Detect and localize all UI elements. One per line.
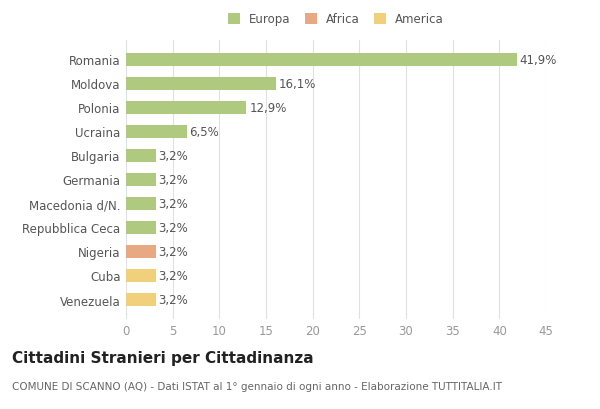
Bar xyxy=(126,126,187,139)
Text: 6,5%: 6,5% xyxy=(190,126,219,139)
Bar xyxy=(126,269,156,282)
Text: 3,2%: 3,2% xyxy=(158,150,188,162)
Text: 3,2%: 3,2% xyxy=(158,173,188,187)
Text: Cittadini Stranieri per Cittadinanza: Cittadini Stranieri per Cittadinanza xyxy=(12,350,314,365)
Bar xyxy=(126,54,517,67)
Text: 3,2%: 3,2% xyxy=(158,293,188,306)
Bar xyxy=(126,173,156,187)
Text: 3,2%: 3,2% xyxy=(158,245,188,258)
Legend: Europa, Africa, America: Europa, Africa, America xyxy=(228,13,444,27)
Text: 3,2%: 3,2% xyxy=(158,198,188,210)
Bar xyxy=(126,197,156,211)
Text: 41,9%: 41,9% xyxy=(520,54,557,67)
Text: 3,2%: 3,2% xyxy=(158,221,188,234)
Bar xyxy=(126,293,156,306)
Text: COMUNE DI SCANNO (AQ) - Dati ISTAT al 1° gennaio di ogni anno - Elaborazione TUT: COMUNE DI SCANNO (AQ) - Dati ISTAT al 1°… xyxy=(12,381,502,391)
Bar xyxy=(126,149,156,163)
Bar xyxy=(126,101,247,115)
Bar xyxy=(126,245,156,258)
Bar xyxy=(126,221,156,234)
Text: 12,9%: 12,9% xyxy=(249,101,287,115)
Text: 3,2%: 3,2% xyxy=(158,270,188,282)
Text: 16,1%: 16,1% xyxy=(279,78,316,90)
Bar xyxy=(126,78,276,91)
